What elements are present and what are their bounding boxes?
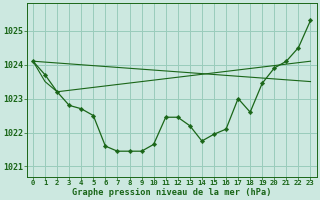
X-axis label: Graphe pression niveau de la mer (hPa): Graphe pression niveau de la mer (hPa) <box>72 188 271 197</box>
